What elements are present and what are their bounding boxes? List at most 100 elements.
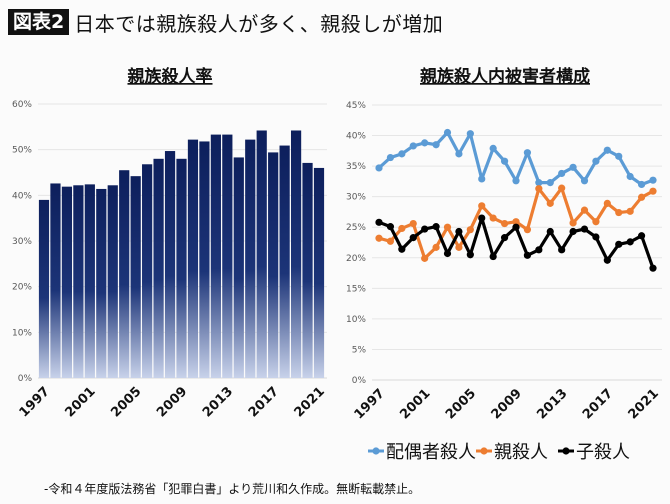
bar [233,157,244,378]
bar [210,134,221,378]
data-point [500,219,509,228]
legend-marker [480,447,488,455]
x-tick-label: 1997 [352,386,388,422]
bar [279,145,290,378]
data-point [546,199,554,207]
data-point [409,219,417,228]
x-tick-label: 2005 [108,384,144,420]
data-point [535,185,543,193]
data-point [443,223,452,231]
data-point [626,207,634,215]
bar [256,130,267,378]
y-tick-label: 0% [352,376,367,386]
bar [187,139,199,378]
y-tick-label: 20% [346,254,366,264]
y-tick-label: 30% [12,237,32,247]
data-point [603,256,611,264]
data-point [569,163,577,171]
data-point [500,157,509,165]
data-point [626,172,634,181]
data-point [421,139,429,147]
bar [222,134,233,378]
bar [176,158,187,378]
bar [96,188,107,378]
data-point [432,223,440,231]
data-point [409,234,417,242]
data-point [580,177,589,185]
data-point [455,150,463,158]
data-point [386,153,395,162]
x-tick-label: 2009 [154,384,190,420]
data-point [421,254,429,262]
bar [199,141,210,378]
data-point [398,245,406,253]
y-tick-label: 45% [346,101,366,111]
bar [84,184,95,378]
bar [245,139,256,378]
bar [73,185,84,378]
data-point [523,251,532,259]
data-point [489,214,497,222]
data-point [580,225,589,233]
data-point [432,141,440,149]
data-point [455,227,463,236]
x-tick-label: 2009 [489,386,525,422]
x-tick-label: 2001 [397,386,433,422]
data-point [375,218,383,226]
data-point [649,187,657,195]
page-title: 日本では親族殺人が多く、親殺しが増加 [74,11,444,36]
data-point [478,214,486,222]
data-point [443,249,452,258]
bar [142,164,153,378]
data-point [512,218,520,226]
data-point [615,152,623,160]
data-point [375,164,383,172]
bar [107,185,118,378]
data-point [637,193,646,201]
chart-title: 親族殺人内被害者構成 [420,66,590,87]
bar [119,170,130,378]
x-tick-label: 2017 [580,386,616,422]
data-point [455,243,463,251]
y-tick-label: 10% [12,328,32,338]
data-point [546,227,554,236]
data-point [637,232,646,240]
data-point [535,179,543,187]
data-point [592,157,600,165]
y-tick-label: 50% [12,146,32,156]
bar [313,167,325,378]
footnote: -令和４年度版法務省「犯罪白書」より荒川和久作成。無断転載禁止。 [44,482,421,496]
data-point [409,142,417,150]
y-tick-label: 40% [12,191,32,201]
data-point [649,264,657,272]
data-point [386,223,395,231]
data-point [558,246,566,254]
header: 図表2 日本では親族殺人が多く、親殺しが増加 [8,8,443,36]
x-tick-label: 1997 [17,384,53,420]
data-point [592,233,600,241]
data-point [512,223,520,231]
data-point [489,144,497,152]
data-point [546,179,554,187]
y-tick-label: 60% [12,100,32,110]
data-point [466,251,474,259]
bar [61,186,73,378]
data-point [398,224,406,233]
x-tick-label: 2001 [62,384,98,420]
bar [290,130,302,378]
x-tick-label: 2021 [292,384,328,420]
series-line [377,130,654,187]
data-point [478,202,486,210]
chart-title: 親族殺人率 [128,66,213,87]
bar [268,152,279,378]
x-tick-label: 2013 [534,386,570,422]
data-point [626,238,634,246]
x-tick-label: 2021 [626,386,662,422]
legend-label: 子殺人 [576,442,630,463]
legend-label: 配偶者殺人 [386,442,476,463]
x-tick-label: 2005 [443,386,479,422]
bar [50,183,61,378]
data-point [603,146,611,154]
bar [130,176,141,378]
data-point [432,243,440,251]
